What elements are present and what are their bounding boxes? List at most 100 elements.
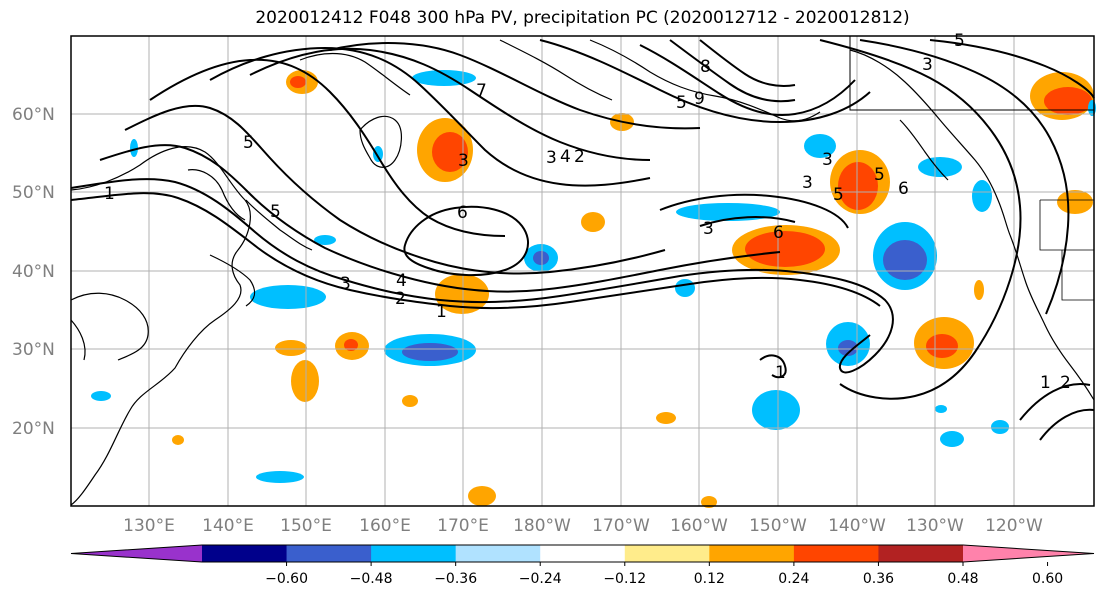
precip-blob-strong-negative [883, 240, 927, 280]
contour-label: 1 [436, 302, 447, 322]
colorbar-segment [624, 545, 710, 562]
contour-label: 3 [340, 274, 351, 294]
lon-label: 160°W [670, 516, 728, 536]
precip-blob-positive [581, 212, 605, 232]
contour-label: 3 [703, 219, 714, 239]
precip-blob-strong [926, 334, 958, 358]
precip-blob-strong [838, 162, 878, 210]
precip-blob-negative [675, 279, 695, 297]
precip-blob-negative [256, 471, 304, 483]
contour-label: 5 [243, 133, 254, 153]
precip-blob-strong [290, 76, 306, 88]
lat-label: 30°N [12, 340, 55, 360]
lon-label: 170°W [592, 516, 650, 536]
precip-blob-negative [91, 391, 111, 401]
precipitation-shading [91, 70, 1096, 508]
contour-label: 8 [700, 57, 711, 77]
colorbar-tick-label: 0.12 [694, 571, 725, 587]
precip-blob-positive [172, 435, 184, 445]
contour-label: 5 [676, 93, 687, 113]
colorbar-segment [455, 545, 541, 562]
contour-label: 6 [773, 223, 784, 243]
colorbar-segment [286, 545, 372, 562]
colorbar-tick-label: 0.36 [863, 571, 894, 587]
longitude-labels: 130°E 140°E 150°E 160°E 170°E 180°W 170°… [123, 516, 1043, 536]
colorbar-segment [202, 545, 288, 562]
lon-label: 120°W [985, 516, 1043, 536]
colorbar [70, 544, 1095, 566]
colorbar-tick-labels: −0.60 −0.48 −0.36 −0.24 −0.12 0.12 0.24 0.36 0.4… [265, 571, 1063, 587]
contour-label: 9 [694, 89, 705, 109]
colorbar-tick-label: 0.24 [778, 571, 809, 587]
contour-label: 5 [833, 185, 844, 205]
contour-label: 6 [898, 179, 909, 199]
precip-blob-positive [402, 395, 418, 407]
lat-label: 50°N [12, 183, 55, 203]
colorbar-segment [878, 545, 964, 562]
precip-blob-strong-negative [402, 343, 458, 361]
lon-label: 140°W [828, 516, 886, 536]
colorbar-tick-label: −0.12 [603, 571, 646, 587]
precip-blob-positive [974, 280, 984, 300]
precip-blob-positive [1057, 190, 1093, 214]
political-boundary [849, 36, 1094, 111]
lat-label: 60°N [12, 105, 55, 125]
precip-blob-positive [656, 412, 676, 424]
colorbar-extend-min [71, 545, 202, 562]
contour-label: 3 [546, 148, 557, 168]
precip-blob-negative [412, 70, 476, 86]
colorbar-extend-max [963, 545, 1094, 562]
colorbar-segment [540, 545, 626, 562]
contour-label: 1 [775, 363, 786, 383]
precip-blob-negative [972, 180, 992, 212]
precip-blob-negative [940, 431, 964, 447]
pv-contours [70, 39, 1095, 441]
precip-blob-strong [432, 132, 468, 172]
map-border [70, 35, 1095, 507]
precip-blob-negative [373, 146, 383, 162]
precip-blob-positive [435, 274, 489, 314]
precip-blob-positive [291, 360, 319, 402]
lon-label: 180°W [513, 516, 571, 536]
colorbar-tick-label: −0.24 [519, 571, 562, 587]
contour-label: 5 [874, 165, 885, 185]
contour-label: 3 [822, 150, 833, 170]
precip-blob-positive [468, 486, 496, 506]
lat-label: 40°N [12, 262, 55, 282]
precip-blob-strong [344, 339, 358, 351]
contour-label: 2 [1060, 373, 1071, 393]
precip-blob-negative [752, 390, 800, 430]
contour-label: 5 [954, 31, 965, 51]
contour-label: 6 [457, 203, 468, 223]
lon-label: 160°E [359, 516, 411, 536]
colorbar-outline [70, 544, 1095, 563]
precip-blob-negative [991, 420, 1009, 434]
coastlines [70, 39, 1095, 506]
precip-blob-strong-negative [533, 251, 549, 265]
precip-blob-negative [918, 157, 962, 177]
contour-label: 7 [476, 81, 487, 101]
colorbar-tick-label: −0.60 [265, 571, 308, 587]
colorbar-tick-label: −0.48 [350, 571, 393, 587]
lon-label: 150°E [280, 516, 332, 536]
contour-label: 3 [922, 55, 933, 75]
lon-label: 130°W [906, 516, 964, 536]
precip-blob-negative [804, 134, 836, 158]
lon-label: 170°E [437, 516, 489, 536]
lon-label: 130°E [123, 516, 175, 536]
colorbar-segment [793, 545, 879, 562]
contour-label: 2 [395, 289, 406, 309]
contour-label: 5 [270, 202, 281, 222]
contour-label: 3 [802, 173, 813, 193]
precip-blob-negative [250, 285, 326, 309]
contour-label: 4 [560, 147, 571, 167]
precip-blob-strong [745, 231, 825, 267]
latitude-labels: 60°N 50°N 40°N 30°N 20°N [12, 105, 55, 439]
colorbar-tick-label: 0.48 [947, 571, 978, 587]
precip-blob-positive [701, 496, 717, 508]
contour-label: 1 [104, 184, 115, 204]
lon-label: 150°W [749, 516, 807, 536]
colorbar-tick-label: −0.36 [434, 571, 477, 587]
precip-blob-positive [275, 340, 307, 356]
